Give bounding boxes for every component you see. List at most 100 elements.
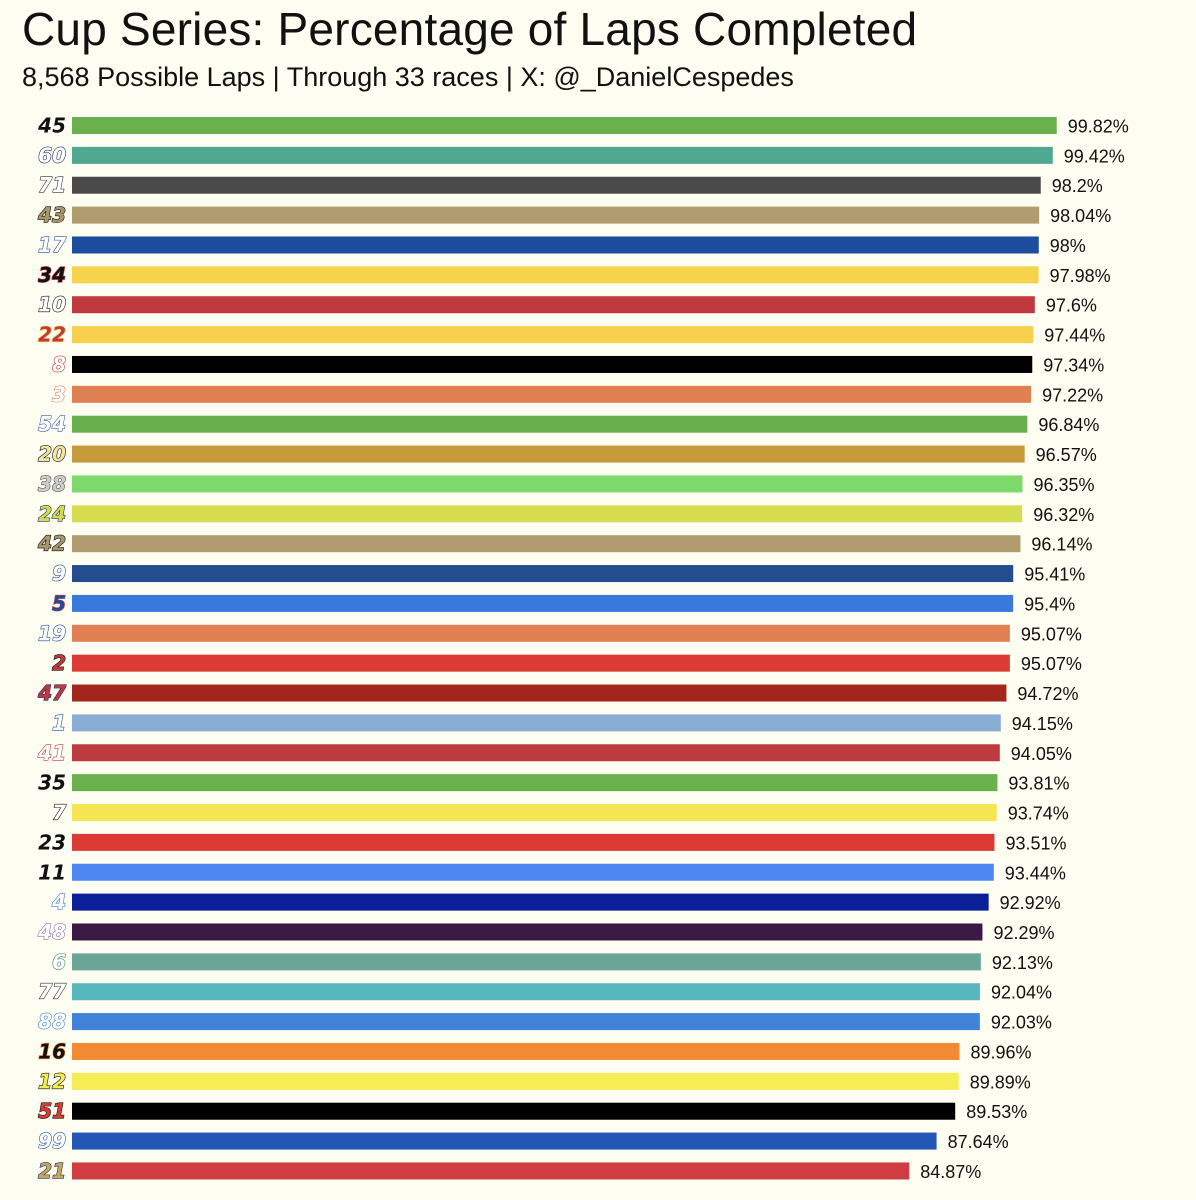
- bar-value-label: 95.41%: [1024, 565, 1085, 585]
- car-number-label: 17: [38, 233, 66, 257]
- bar: [72, 535, 1021, 553]
- car-number-label: 60: [38, 143, 66, 167]
- bar-value-label: 94.05%: [1011, 744, 1072, 764]
- car-number-label: 77: [38, 980, 66, 1004]
- bar: [72, 1162, 910, 1180]
- bar-value-label: 95.07%: [1021, 654, 1082, 674]
- car-number-label: 11: [38, 860, 66, 884]
- car-number-label: 47: [37, 681, 66, 705]
- car-number-label: 22: [38, 323, 66, 347]
- bar: [72, 923, 983, 941]
- bar: [72, 1013, 980, 1031]
- bar-value-label: 84.87%: [920, 1162, 981, 1182]
- bar: [72, 863, 994, 881]
- car-number-label: 48: [37, 920, 66, 944]
- bar-value-label: 99.82%: [1068, 117, 1129, 137]
- bar-value-label: 99.42%: [1064, 146, 1125, 166]
- car-number-label: 35: [38, 771, 66, 795]
- car-number-label: 12: [38, 1069, 66, 1093]
- chart-title: Cup Series: Percentage of Laps Completed: [22, 3, 918, 55]
- bar: [72, 684, 1007, 702]
- car-number-label: 16: [38, 1039, 66, 1063]
- bar: [72, 744, 1000, 762]
- bar-value-label: 98.04%: [1050, 206, 1111, 226]
- car-number-label: 7: [52, 801, 66, 825]
- bar-value-label: 96.84%: [1038, 415, 1099, 435]
- bar-value-label: 96.57%: [1036, 445, 1097, 465]
- bar: [72, 833, 995, 851]
- bar-value-label: 94.15%: [1012, 714, 1073, 734]
- car-number-label: 2: [52, 651, 66, 675]
- bar-value-label: 89.53%: [966, 1102, 1027, 1122]
- bar: [72, 355, 1033, 373]
- bar: [72, 415, 1028, 433]
- bar: [72, 1072, 959, 1090]
- bar-value-label: 97.22%: [1042, 385, 1103, 405]
- bar: [72, 1102, 956, 1120]
- bar: [72, 953, 981, 971]
- car-number-label: 43: [37, 203, 66, 227]
- car-number-label: 6: [52, 950, 66, 974]
- car-number-label: 38: [38, 472, 66, 496]
- chart-subtitle: 8,568 Possible Laps | Through 33 races |…: [22, 62, 794, 92]
- bar-value-label: 97.34%: [1043, 355, 1104, 375]
- bar-value-label: 93.44%: [1005, 863, 1066, 883]
- bar-value-label: 98.2%: [1052, 176, 1103, 196]
- bar: [72, 624, 1010, 642]
- bar-value-label: 93.51%: [1005, 833, 1066, 853]
- bar: [72, 146, 1053, 164]
- car-number-label: 3: [52, 382, 66, 406]
- bar: [72, 266, 1039, 284]
- bar-value-label: 89.96%: [970, 1042, 1031, 1062]
- bar-value-label: 95.4%: [1024, 594, 1075, 614]
- bar-value-label: 96.14%: [1031, 535, 1092, 555]
- car-number-label: 8: [52, 352, 66, 376]
- car-number-label: 34: [38, 263, 66, 287]
- bar: [72, 206, 1040, 224]
- bar: [72, 654, 1010, 672]
- car-number-label: 19: [38, 621, 66, 645]
- bar: [72, 445, 1025, 463]
- bar: [72, 804, 997, 822]
- car-number-label: 20: [38, 442, 66, 466]
- car-number-label: 24: [38, 502, 66, 526]
- bar: [72, 774, 998, 792]
- car-number-label: 5: [52, 591, 66, 615]
- bar-value-label: 92.29%: [993, 923, 1054, 943]
- car-number-label: 88: [38, 1010, 66, 1034]
- bar: [72, 475, 1023, 493]
- bar-value-label: 93.81%: [1008, 774, 1069, 794]
- bar-value-label: 94.72%: [1017, 684, 1078, 704]
- car-number-label: 9: [52, 562, 66, 586]
- bar-value-label: 92.04%: [991, 983, 1052, 1003]
- bar-value-label: 92.03%: [991, 1013, 1052, 1033]
- bar-value-label: 95.07%: [1021, 624, 1082, 644]
- car-number-label: 42: [37, 532, 66, 556]
- bar-value-label: 97.44%: [1044, 326, 1105, 346]
- car-number-label: 4: [51, 890, 66, 914]
- bar: [72, 385, 1032, 403]
- bar: [72, 1042, 960, 1060]
- bar: [72, 565, 1014, 583]
- bar-value-label: 92.13%: [992, 953, 1053, 973]
- bar-value-label: 96.35%: [1033, 475, 1094, 495]
- car-number-label: 41: [37, 741, 66, 765]
- car-number-label: 99: [38, 1129, 66, 1153]
- car-number-label: 21: [38, 1159, 66, 1183]
- bar-value-label: 97.6%: [1046, 296, 1097, 316]
- car-number-label: 23: [38, 830, 66, 854]
- bar-value-label: 87.64%: [948, 1132, 1009, 1152]
- bar: [72, 594, 1014, 612]
- bar-value-label: 97.98%: [1050, 266, 1111, 286]
- bar: [72, 296, 1035, 314]
- bar: [72, 117, 1057, 134]
- bar: [72, 505, 1023, 523]
- car-number-label: 71: [38, 173, 66, 197]
- bar-value-label: 89.89%: [970, 1072, 1031, 1092]
- car-number-label: 54: [38, 412, 66, 436]
- bar: [72, 1132, 937, 1150]
- bar-value-label: 93.74%: [1008, 804, 1069, 824]
- car-number-label: 45: [37, 114, 66, 138]
- bar: [72, 893, 989, 911]
